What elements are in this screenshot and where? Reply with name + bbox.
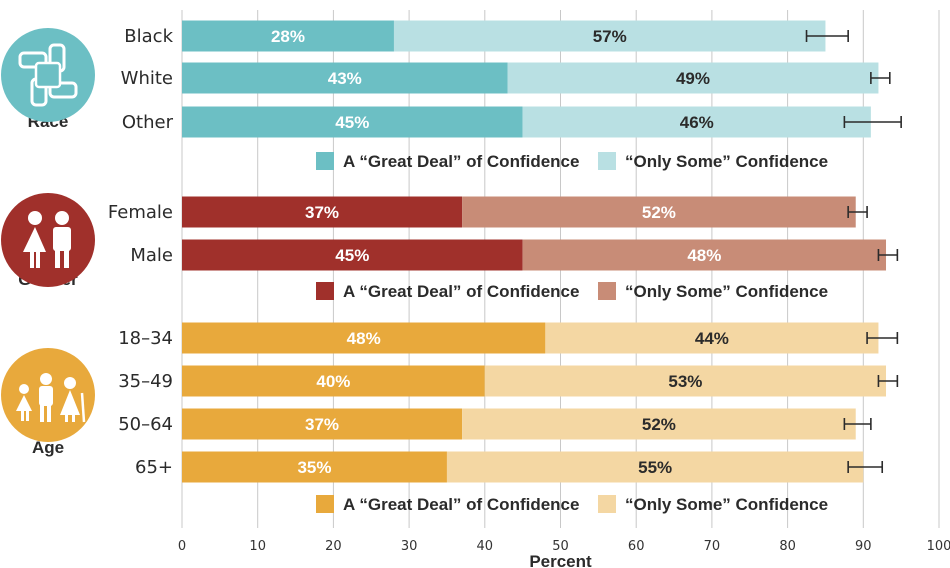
- x-tick-label: 40: [477, 539, 494, 554]
- bar-only-some: [507, 62, 879, 94]
- legend-label-only-some: “Only Some” Confidence: [625, 495, 828, 514]
- x-tick-label: 70: [704, 539, 721, 554]
- legend-label-great-deal: A “Great Deal” of Confidence: [343, 282, 579, 301]
- data-label-great-deal: 45%: [335, 246, 369, 265]
- x-tick-label: 50: [552, 539, 569, 554]
- category-label: Other: [122, 112, 174, 133]
- x-tick-label: 10: [249, 539, 266, 554]
- legend-swatch-only-some: [598, 495, 616, 513]
- data-label-only-some: 52%: [642, 415, 676, 434]
- family-icon: [1, 348, 95, 442]
- x-tick-label: 60: [628, 539, 645, 554]
- x-tick-label: 90: [855, 539, 872, 554]
- legend-swatch-only-some: [598, 282, 616, 300]
- bar-great-deal: [182, 322, 546, 354]
- error-bar: [877, 249, 899, 261]
- category-label: White: [121, 68, 173, 89]
- error-bar: [877, 375, 899, 387]
- x-tick-label: 20: [325, 539, 342, 554]
- bar-only-some: [462, 196, 856, 228]
- x-tick-label: 30: [401, 539, 418, 554]
- group-label-age: Age: [32, 438, 64, 457]
- legend-swatch-great-deal: [316, 152, 334, 170]
- bar-great-deal: [182, 62, 508, 94]
- bar-only-some: [393, 20, 826, 52]
- data-label-only-some: 52%: [642, 203, 676, 222]
- data-label-great-deal: 45%: [335, 113, 369, 132]
- bar-great-deal: [182, 365, 485, 397]
- category-label: Black: [124, 26, 173, 47]
- error-bars: [805, 30, 902, 473]
- category-label: 65+: [135, 457, 173, 478]
- legend-label-great-deal: A “Great Deal” of Confidence: [343, 152, 579, 171]
- legend-swatch-great-deal: [316, 495, 334, 513]
- group-icons: [1, 28, 95, 442]
- category-label: 50–64: [118, 414, 173, 435]
- data-label-only-some: 44%: [695, 329, 729, 348]
- bar-great-deal: [182, 106, 523, 138]
- category-label: Male: [130, 245, 173, 266]
- data-label-great-deal: 43%: [328, 69, 362, 88]
- error-bar: [843, 116, 902, 128]
- legend-label-only-some: “Only Some” Confidence: [625, 282, 828, 301]
- bar-great-deal: [182, 451, 447, 483]
- x-tick-label: 0: [178, 539, 186, 554]
- bar-only-some: [522, 239, 887, 271]
- data-label-great-deal: 37%: [305, 415, 339, 434]
- data-label-only-some: 46%: [680, 113, 714, 132]
- data-label-only-some: 48%: [687, 246, 721, 265]
- x-axis: 0 10 20 30 40 50 60 70 80 90 100 Percent: [178, 539, 950, 568]
- couple-icon: [1, 193, 95, 287]
- error-bar: [847, 206, 868, 218]
- legend-label-great-deal: A “Great Deal” of Confidence: [343, 495, 579, 514]
- x-tick-label: 100: [927, 539, 950, 554]
- category-label: 35–49: [118, 371, 173, 392]
- bars: [182, 20, 887, 483]
- data-label-great-deal: 37%: [305, 203, 339, 222]
- data-label-great-deal: 35%: [297, 458, 331, 477]
- bar-great-deal: [182, 239, 523, 271]
- x-tick-label: 80: [779, 539, 796, 554]
- bar-only-some: [545, 322, 879, 354]
- bar-only-some: [484, 365, 887, 397]
- legend-swatch-great-deal: [316, 282, 334, 300]
- data-label-only-some: 57%: [593, 27, 627, 46]
- bar-great-deal: [182, 408, 463, 440]
- legend-swatch-only-some: [598, 152, 616, 170]
- data-label-great-deal: 48%: [347, 329, 381, 348]
- bar-great-deal: [182, 196, 463, 228]
- x-axis-title: Percent: [529, 552, 592, 568]
- error-bar: [843, 418, 872, 430]
- data-label-great-deal: 40%: [316, 372, 350, 391]
- labels: RaceBlack28%57%White43%49%Other45%46%Gen…: [18, 26, 729, 478]
- error-bar: [847, 461, 884, 473]
- error-bar: [805, 30, 849, 42]
- data-label-great-deal: 28%: [271, 27, 305, 46]
- data-label-only-some: 53%: [668, 372, 702, 391]
- bar-only-some: [522, 106, 871, 138]
- category-label: 18–34: [118, 328, 173, 349]
- bar-only-some: [446, 451, 864, 483]
- error-bar: [870, 72, 891, 84]
- bar-great-deal: [182, 20, 394, 52]
- data-label-only-some: 49%: [676, 69, 710, 88]
- hands-icon: [1, 28, 95, 122]
- legend-label-only-some: “Only Some” Confidence: [625, 152, 828, 171]
- bar-only-some: [462, 408, 856, 440]
- data-label-only-some: 55%: [638, 458, 672, 477]
- category-label: Female: [108, 202, 173, 223]
- error-bar: [866, 332, 899, 344]
- legends: A “Great Deal” of Confidence “Only Some” …: [316, 152, 828, 514]
